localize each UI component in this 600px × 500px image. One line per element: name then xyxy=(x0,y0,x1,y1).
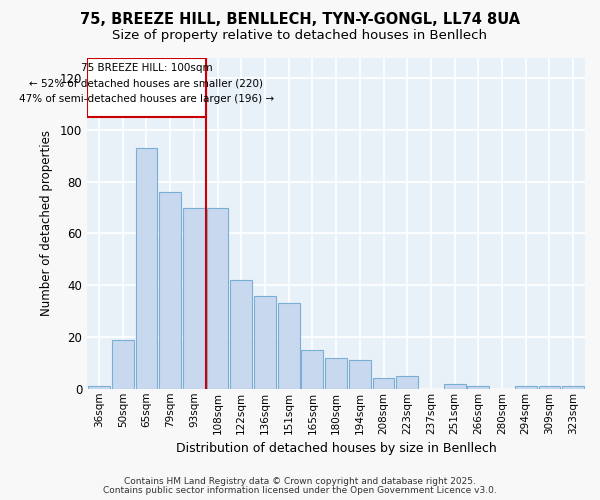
Bar xyxy=(562,386,584,389)
Bar xyxy=(467,386,489,389)
Text: 75, BREEZE HILL, BENLLECH, TYN-Y-GONGL, LL74 8UA: 75, BREEZE HILL, BENLLECH, TYN-Y-GONGL, … xyxy=(80,12,520,28)
Text: Contains HM Land Registry data © Crown copyright and database right 2025.: Contains HM Land Registry data © Crown c… xyxy=(124,477,476,486)
X-axis label: Distribution of detached houses by size in Benllech: Distribution of detached houses by size … xyxy=(176,442,496,455)
Text: 75 BREEZE HILL: 100sqm: 75 BREEZE HILL: 100sqm xyxy=(80,62,212,72)
Text: Size of property relative to detached houses in Benllech: Size of property relative to detached ho… xyxy=(113,29,487,42)
Bar xyxy=(112,340,134,389)
Text: 47% of semi-detached houses are larger (196) →: 47% of semi-detached houses are larger (… xyxy=(19,94,274,104)
Bar xyxy=(539,386,560,389)
Bar xyxy=(515,386,536,389)
Bar xyxy=(88,386,110,389)
Bar xyxy=(254,296,276,389)
Bar xyxy=(206,208,229,389)
Bar xyxy=(301,350,323,389)
Bar xyxy=(159,192,181,389)
Bar xyxy=(444,384,466,389)
Bar xyxy=(183,208,205,389)
Bar xyxy=(397,376,418,389)
Bar xyxy=(230,280,252,389)
Bar xyxy=(373,378,394,389)
Text: ← 52% of detached houses are smaller (220): ← 52% of detached houses are smaller (22… xyxy=(29,78,263,88)
Y-axis label: Number of detached properties: Number of detached properties xyxy=(40,130,53,316)
Bar xyxy=(349,360,371,389)
Text: Contains public sector information licensed under the Open Government Licence v3: Contains public sector information licen… xyxy=(103,486,497,495)
Bar xyxy=(136,148,157,389)
Bar xyxy=(278,304,299,389)
Bar xyxy=(325,358,347,389)
FancyBboxPatch shape xyxy=(87,58,206,117)
